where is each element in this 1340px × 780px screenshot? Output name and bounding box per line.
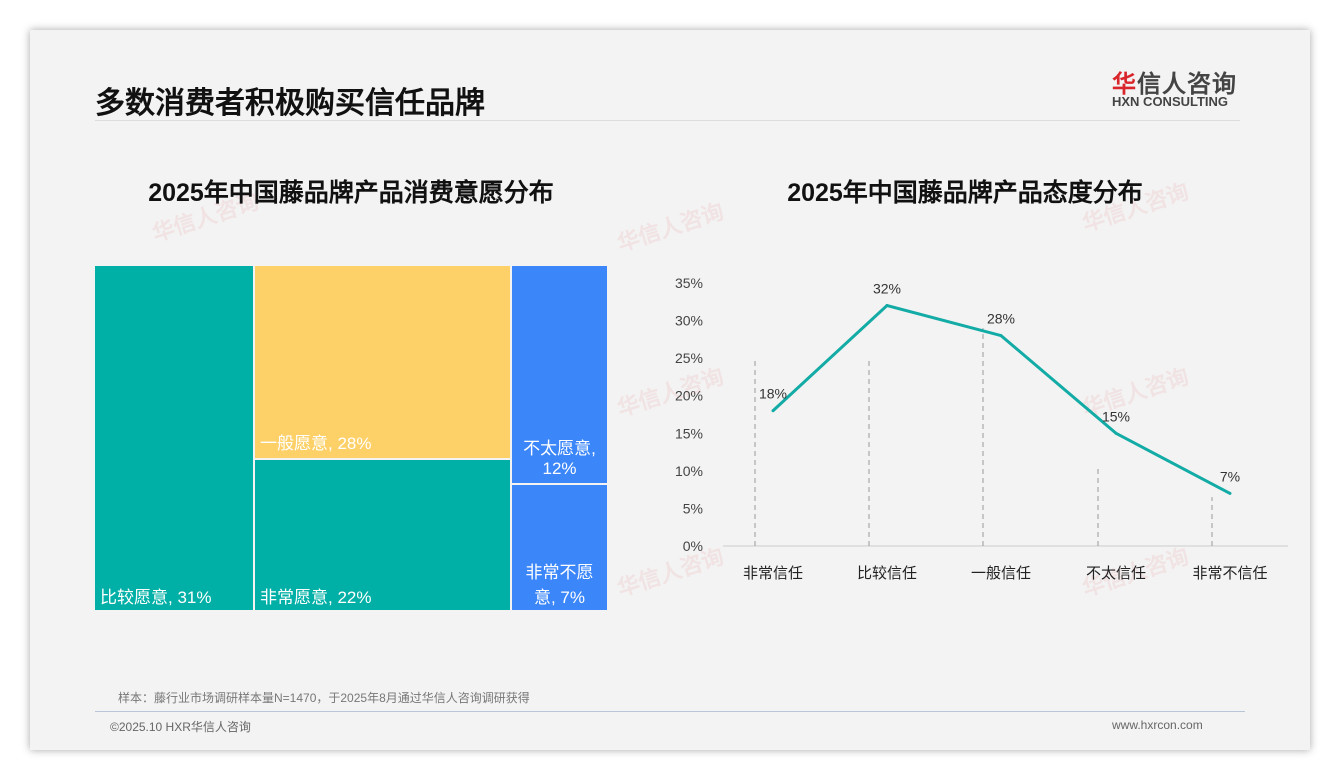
y-tick-label: 15% [675, 425, 703, 441]
y-tick-label: 0% [683, 538, 703, 554]
treemap-cell: 一般愿意, 28% [255, 266, 510, 458]
cell-label: 比较愿意, 31% [100, 588, 212, 607]
page-title: 多数消费者积极购买信任品牌 [95, 87, 485, 120]
cell-label: 非常愿意, 22% [260, 588, 372, 607]
x-tick-label: 非常信任 [743, 565, 803, 582]
x-tick-label: 不太信任 [1086, 565, 1146, 582]
data-point [885, 304, 889, 308]
data-label: 7% [1220, 468, 1240, 484]
data-point [1114, 431, 1118, 435]
treemap-title: 2025年中国藤品牌产品消费意愿分布 [148, 179, 554, 207]
y-tick-label: 20% [675, 388, 703, 404]
line-chart-title: 2025年中国藤品牌产品态度分布 [787, 179, 1143, 207]
data-label: 15% [1102, 408, 1130, 424]
treemap-cell: 比较愿意, 31% [95, 266, 253, 610]
data-label: 18% [759, 386, 787, 402]
data-label: 32% [873, 281, 901, 297]
footer-divider [95, 711, 1245, 712]
data-point [1228, 491, 1232, 495]
cell-label: 不太愿意, 12% [523, 439, 596, 478]
treemap-cell: 不太愿意, 12% [512, 266, 607, 483]
y-tick-label: 35% [675, 275, 703, 291]
website-link[interactable]: www.hxrcon.com [1112, 718, 1203, 732]
logo-rest: 信人咨询 [1137, 71, 1237, 98]
x-tick-label: 非常不信任 [1192, 565, 1267, 582]
y-tick-label: 25% [675, 350, 703, 366]
copyright: ©2025.10 HXR华信人咨询 [110, 720, 251, 734]
data-label: 28% [987, 311, 1015, 327]
x-tick-label: 一般信任 [971, 565, 1031, 582]
logo-en: HXN CONSULTING [1112, 94, 1229, 109]
logo: 华信人咨询 [1112, 64, 1237, 99]
treemap-cell: 非常不愿意, 7% [512, 485, 607, 610]
cell-label: 一般愿意, 28% [260, 434, 372, 453]
y-tick-label: 5% [683, 500, 703, 516]
data-point [771, 409, 775, 413]
cell-label: 非常不愿意, 7% [525, 563, 594, 607]
treemap-cell: 非常愿意, 22% [255, 460, 510, 610]
y-tick-label: 10% [675, 463, 703, 479]
divider [95, 120, 1240, 121]
series-line [771, 303, 1231, 495]
slide: 多数消费者积极购买信任品牌 华信人咨询 HXN CONSULTING 华信人咨询… [30, 30, 1310, 750]
line-chart: 0% 5% 10% 15% 20% 25% 30% 35% 非常信任 比较信任 一般信任 不太信任 非常… [675, 275, 1288, 582]
sample-note: 样本：藤行业市场调研样本量N=1470，于2025年8月通过华信人咨询调研获得 [118, 691, 530, 705]
data-point [999, 334, 1003, 338]
logo-red: 华 [1112, 71, 1137, 98]
x-tick-label: 比较信任 [857, 564, 917, 582]
y-tick-label: 30% [675, 313, 703, 329]
